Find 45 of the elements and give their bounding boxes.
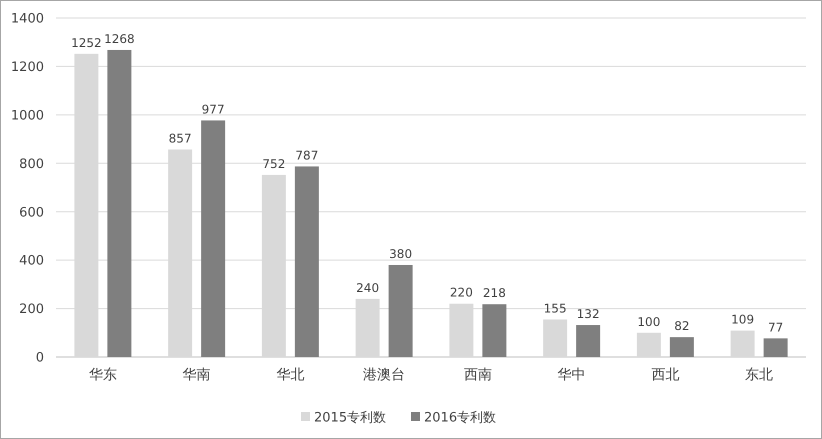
y-tick-label: 800 [19,156,44,172]
bar [764,338,788,357]
x-tick-label: 华南 [182,367,211,383]
data-label: 787 [295,148,318,162]
data-label: 380 [389,246,412,261]
bar [294,166,319,357]
x-tick-label: 华中 [558,367,586,383]
data-label: 977 [202,102,225,116]
legend-label: 2015专利数 [314,410,386,426]
y-tick-label: 1200 [10,60,44,75]
y-tick-label: 200 [19,302,44,318]
bar [730,330,755,357]
x-tick-label: 东北 [745,367,774,383]
bar [543,319,568,357]
data-label: 82 [674,319,690,334]
y-tick-label: 0 [36,350,44,366]
x-tick-label: 港澳台 [363,367,406,383]
data-label: 218 [482,286,506,300]
bar [482,304,506,357]
data-label: 220 [450,286,473,300]
data-label: 77 [768,320,784,334]
bar [388,264,413,357]
y-tick-label: 400 [19,254,44,269]
legend-label: 2016专利数 [424,410,496,426]
bar [636,332,661,357]
data-label: 132 [576,307,600,322]
y-tick-label: 1000 [10,108,44,124]
data-label: 1268 [104,32,135,46]
bar [201,120,226,357]
bar [576,325,600,357]
data-label: 155 [544,301,567,316]
y-tick-label: 600 [19,205,44,220]
data-label: 100 [637,314,660,329]
data-label: 857 [168,131,192,146]
bar [107,50,132,357]
data-label: 1252 [71,36,102,50]
x-tick-label: 华东 [88,367,117,383]
data-label: 109 [731,312,754,327]
x-tick-label: 西南 [464,367,492,383]
data-label: 240 [356,280,380,295]
data-label: 752 [262,156,286,171]
x-tick-label: 西北 [651,367,680,383]
y-tick-label: 1400 [10,12,44,27]
bar [670,337,694,357]
x-tick-label: 华北 [276,367,304,383]
